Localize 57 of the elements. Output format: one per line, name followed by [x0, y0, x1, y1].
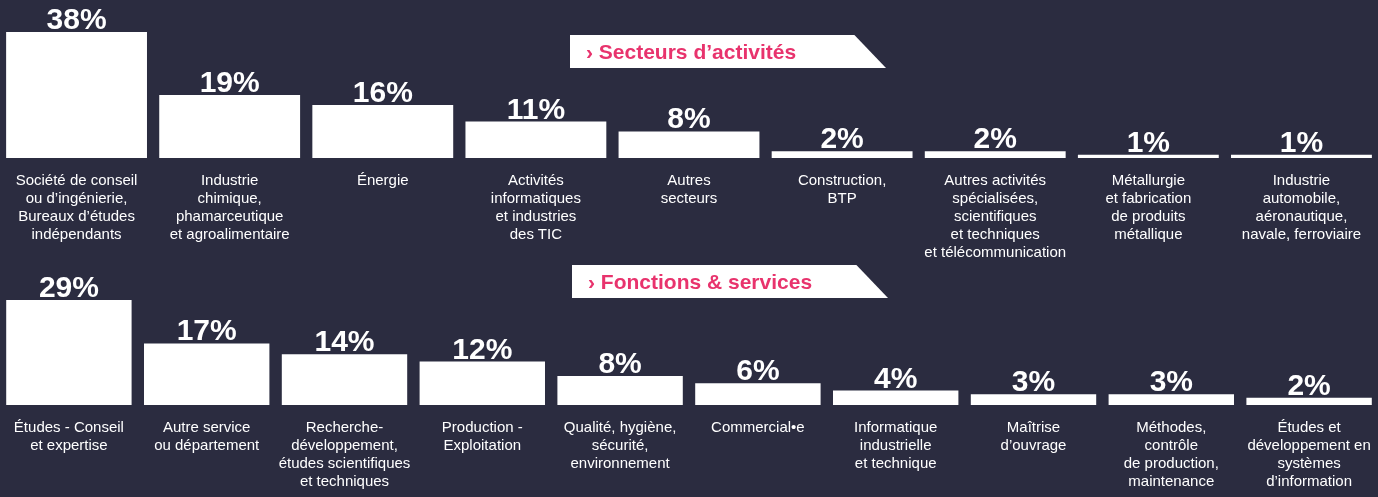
bar: [557, 376, 683, 405]
data-label: 6%: [736, 353, 780, 387]
bar: [1077, 154, 1219, 158]
bar: [833, 390, 959, 405]
x-tick-label: Autres secteurs: [660, 171, 718, 207]
x-tick-label: Autres activités spécialisées, scientifiques et techniques et télécommunication: [924, 171, 1067, 261]
data-label: 17%: [176, 313, 237, 347]
bar: [159, 95, 301, 158]
x-tick-label: Société de conseil ou d’ingénierie, Bureaux d’études indépendants: [15, 171, 138, 243]
data-label: 11%: [506, 91, 566, 125]
bar: [419, 361, 545, 405]
x-tick-label: Industrie automobile, aéronautique, navale, ferroviaire: [1241, 171, 1362, 243]
bar: [771, 151, 913, 158]
data-label: 4%: [874, 360, 918, 394]
x-tick-label: Méthodes, contrôle de production, maintenance: [1123, 418, 1219, 490]
data-label: 8%: [598, 346, 642, 380]
data-label: 38%: [46, 2, 107, 35]
data-label: 29%: [38, 270, 99, 303]
bar: [144, 343, 270, 405]
x-tick-label: Industrie chimique, phamarceutique et agroalimentaire: [169, 171, 290, 243]
bar: [1108, 394, 1234, 405]
data-label: 19%: [199, 65, 260, 98]
x-tick-label: Études - Conseil et expertise: [13, 418, 124, 454]
x-tick-label: Recherche- développement, études scientifiques et techniques: [278, 418, 411, 490]
bar: [695, 383, 821, 405]
x-tick-label: Autre service ou département: [154, 418, 261, 454]
data-label: 1%: [1126, 124, 1171, 158]
x-tick-label: Maîtrise d’ouvrage: [1000, 418, 1067, 454]
bar: [1246, 397, 1372, 405]
bar: [924, 151, 1066, 158]
data-label: 12%: [452, 331, 513, 365]
x-tick-label: Informatique industrielle et technique: [854, 418, 938, 472]
data-label: 2%: [820, 121, 864, 155]
data-label: 14%: [314, 324, 375, 358]
x-tick-label: Activités informatiques et industries des TIC: [490, 171, 581, 243]
bar: [6, 300, 132, 405]
bar: [1231, 154, 1372, 158]
x-tick-label: Construction, BTP: [797, 171, 887, 207]
bar: [6, 32, 147, 158]
data-label: 2%: [1287, 367, 1331, 401]
data-label: 3%: [1149, 364, 1193, 398]
data-label: 8%: [667, 101, 711, 135]
data-label: 2%: [973, 121, 1017, 155]
bar: [618, 131, 760, 158]
data-label: 3%: [1011, 364, 1056, 398]
data-label: 16%: [352, 74, 413, 108]
x-tick-label: Études et développement en systèmes d’information: [1247, 418, 1371, 490]
bar: [465, 121, 607, 158]
bar: [312, 104, 454, 158]
x-tick-label: Métallurgie et fabrication de produits métallique: [1105, 171, 1192, 243]
x-tick-label: Qualité, hygiène, sécurité, environnement: [563, 418, 677, 472]
bar: [281, 354, 408, 405]
x-tick-label: Production - Exploitation: [441, 418, 523, 454]
data-label: 1%: [1279, 124, 1324, 158]
bar: [970, 394, 1097, 405]
x-tick-label: Énergie: [356, 171, 409, 189]
x-tick-label: Commercial•e: [711, 418, 805, 436]
